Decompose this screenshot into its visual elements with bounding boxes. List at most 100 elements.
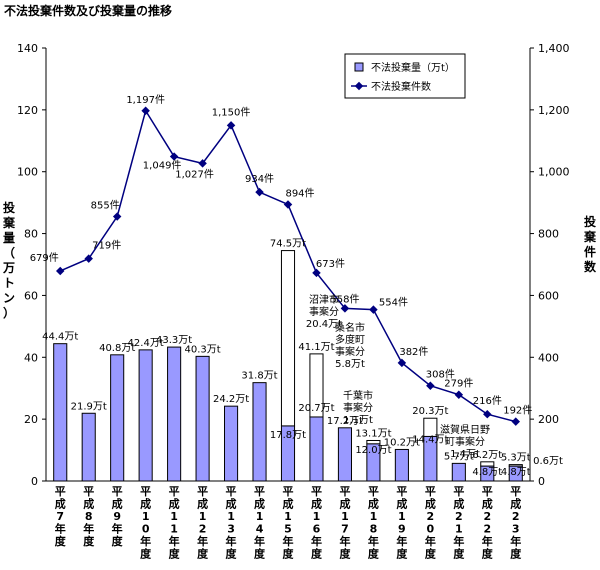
bar	[195, 355, 210, 482]
x-tick-label: 平成 1 4 年度	[254, 485, 266, 561]
line-point	[340, 304, 350, 313]
bar	[53, 343, 68, 482]
legend-bar-label: 不法投棄量（万t）	[371, 61, 455, 74]
bar	[280, 425, 296, 482]
right-tick-label: 1,000	[538, 166, 570, 179]
bar-value-label: 40.3万t	[184, 344, 220, 355]
legend-box	[344, 53, 466, 99]
line-point	[397, 358, 407, 368]
line-point	[454, 390, 464, 399]
bar	[167, 346, 182, 482]
bar	[224, 405, 239, 482]
left-tick-label: 140	[17, 42, 38, 55]
stacked-extra-bar	[366, 439, 381, 445]
left-tick-label: 120	[17, 104, 38, 117]
x-tick-label: 平成 2 2 年度	[482, 485, 494, 561]
bar-value-label: 44.4万t	[42, 332, 78, 343]
x-tick-label: 平成 1 5 年度	[283, 485, 295, 561]
legend-line-marker	[354, 81, 364, 91]
stacked-extra-bar	[480, 461, 495, 467]
line-point	[198, 159, 207, 168]
line-point	[426, 381, 435, 390]
stacked-total-label: 41.1万t	[298, 342, 334, 353]
bars-group	[53, 250, 523, 482]
breakdown-note: 20.4万t	[306, 319, 342, 330]
line-value-label: 719件	[92, 240, 121, 252]
x-tick-label: 平成 7 年度	[55, 485, 67, 548]
bar	[480, 465, 495, 482]
labels-group: 平成 7 年度 平成 8 年度 平成 9 年度 平成 1 0 年度 平成 1 1 年度 平成 1 2 年度 平成 1 3 年度 平…	[30, 94, 563, 561]
bar	[423, 435, 438, 482]
bar-value-label: 17.2万t	[327, 416, 363, 427]
bar-value-label: 21.9万t	[71, 401, 107, 412]
breakdown-note: 1.4万t	[450, 449, 480, 460]
line-value-label: 558件	[330, 293, 359, 305]
x-tick-label: 平成 1 3 年度	[226, 485, 238, 561]
stacked-total-label: 74.5万t	[270, 239, 306, 250]
line-value-label: 1,150件	[212, 106, 251, 118]
breakdown-note: 事案分	[335, 345, 365, 358]
line-point	[283, 200, 293, 209]
bar	[508, 465, 523, 482]
breakdown-note: 桑名市	[335, 321, 365, 334]
breakdown-note: 1.1万t	[343, 415, 373, 426]
breakdown-note: 0.6万t	[533, 456, 563, 467]
line-value-label: 1,049件	[143, 160, 182, 172]
breakdown-note: 事案分	[309, 305, 339, 318]
line-value-label: 1,197件	[126, 94, 165, 106]
x-tick-label: 平成 1 8 年度	[368, 485, 380, 561]
line-point	[312, 268, 321, 278]
line-point	[169, 152, 179, 161]
line-value-label: 192件	[503, 405, 532, 417]
bar	[366, 443, 381, 482]
breakdown-note: 多度町	[335, 333, 365, 346]
breakdown-note: 千葉市	[343, 389, 373, 402]
stacked-total-label: 13.1万t	[355, 428, 391, 439]
bar-value-label: 31.8万t	[241, 371, 277, 382]
breakdown-note: 5.8万t	[335, 359, 365, 370]
breakdown-note: 沼津市	[309, 293, 339, 306]
left-tick-label: 40	[24, 351, 38, 364]
bar-value-label: 17.8万t	[270, 430, 306, 441]
bar-value-label: 14.4万t	[412, 434, 448, 445]
bar	[138, 349, 153, 482]
bar-value-label: 5.7万t	[444, 451, 474, 462]
line-point	[511, 417, 521, 426]
stacked-total-label: 5.3万t	[501, 453, 531, 464]
line-point	[255, 187, 264, 197]
line-value-label: 894件	[285, 187, 314, 199]
bar-value-label: 4.8万t	[501, 467, 531, 478]
right-axis-title: 投棄件数	[583, 214, 597, 274]
right-tick-label: 1,400	[538, 42, 570, 55]
right-tick-label: 400	[538, 351, 559, 364]
line-point	[369, 305, 378, 314]
right-tick-label: 800	[538, 228, 559, 241]
x-tick-label: 平成 9 年度	[112, 485, 124, 548]
bar-value-label: 10.2万t	[384, 437, 420, 448]
x-tick-label: 平成 1 9 年度	[396, 485, 408, 561]
axes-group: 0 20 40 60 80 100 120 140 0 200 400 600 800 1,000 1,20…	[2, 42, 597, 488]
x-tick-label: 平成 1 1 年度	[169, 485, 181, 561]
x-tick-label: 平成 1 0 年度	[140, 485, 152, 561]
bar-value-label: 12.0万t	[355, 445, 391, 456]
stacked-total-label: 6.2万t	[472, 450, 502, 461]
x-tick-label: 平成 1 7 年度	[339, 485, 351, 561]
x-tick-label: 平成 2 0 年度	[425, 485, 437, 561]
line-value-label: 554件	[379, 297, 408, 309]
x-tick-label: 平成 2 1 年度	[453, 485, 465, 561]
bar	[394, 448, 409, 482]
chart-title: 不法投棄件数及び投棄量の推移	[4, 4, 173, 18]
breakdown-note: 滋賀県日野	[440, 423, 490, 436]
bar	[110, 354, 125, 482]
right-tick-label: 600	[538, 289, 559, 302]
line-value-label: 1,027件	[175, 168, 214, 180]
x-tick-label: 平成 1 2 年度	[197, 485, 209, 561]
line-point	[55, 266, 65, 276]
bar-value-label: 24.2万t	[213, 394, 249, 405]
right-tick-label: 1,200	[538, 104, 570, 117]
legend: 不法投棄量（万t） 不法投棄件数	[344, 53, 466, 99]
legend-bar-swatch	[354, 62, 364, 72]
x-tick-label: 平成 8 年度	[83, 485, 95, 548]
x-tick-label: 平成 1 6 年度	[311, 485, 323, 561]
